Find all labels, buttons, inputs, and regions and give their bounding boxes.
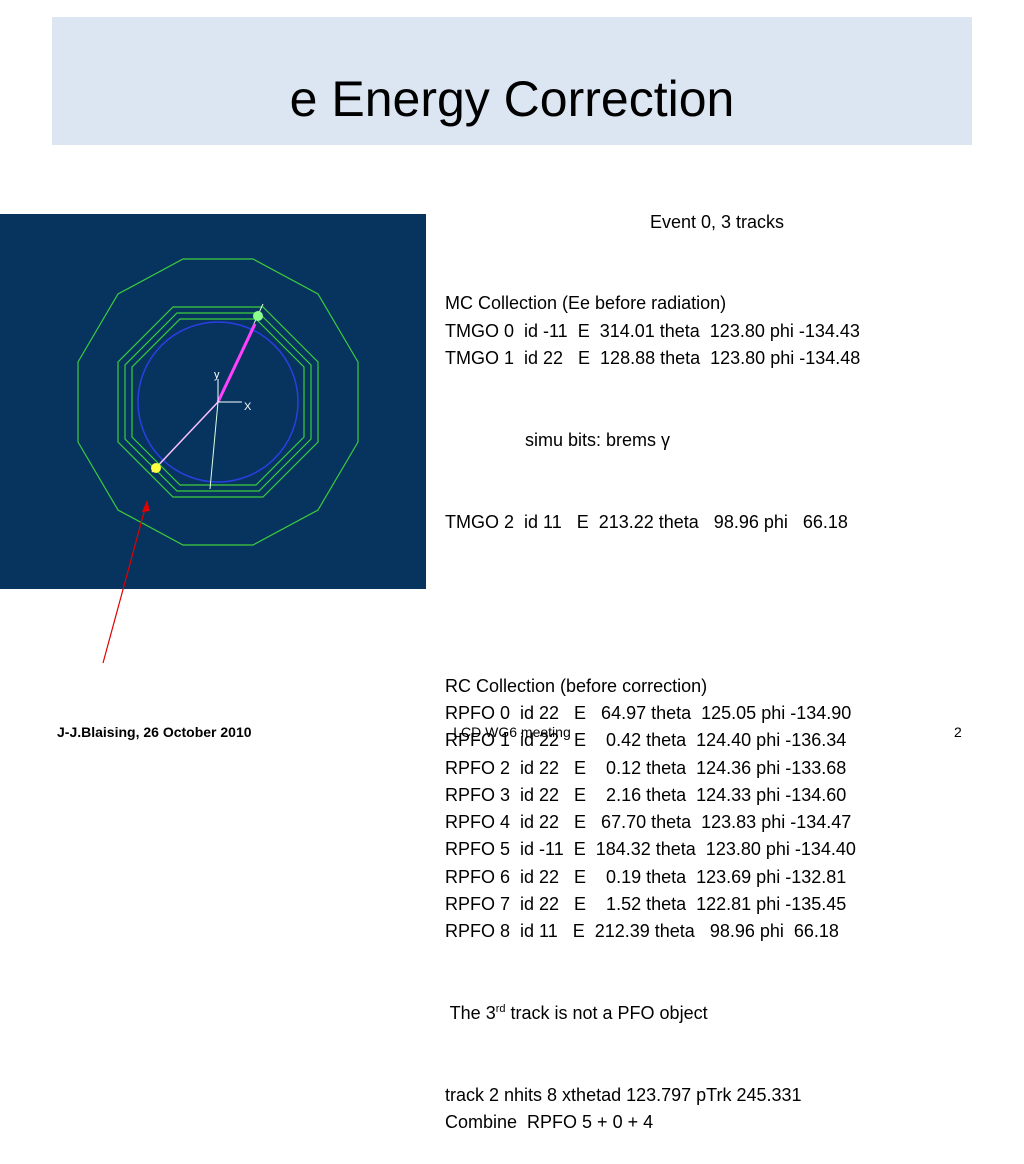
line: RPFO 8 id 11 E 212.39 theta 98.96 phi 66… [445,921,839,942]
superscript: rd [495,1003,506,1016]
title-box: e Energy Correction [52,17,972,145]
footer-meeting: LCD WG6 meeting [453,724,571,740]
line: RC Collection (before correction) [445,675,708,696]
line: RPFO 7 id 22 E 1.52 theta 122.81 phi -13… [445,894,847,915]
remark: The 3rd track is not a PFO object [445,1000,860,1027]
line: Event 0, 3 tracks [650,211,785,232]
line: RPFO 0 id 22 E 64.97 theta 125.05 phi -1… [445,702,852,723]
text: The 3 [445,1003,496,1024]
line: RPFO 6 id 22 E 0.19 theta 123.69 phi -13… [445,866,847,887]
text: track is not a PFO object [505,1003,708,1024]
line: TMGO 1 id 22 E 128.88 theta 123.80 phi -… [445,348,861,369]
line: RPFO 1 id 22 E 0.42 theta 124.40 phi -13… [445,730,847,751]
rc-block: RC Collection (before correction) RPFO 0 … [445,673,860,946]
line: RPFO 4 id 22 E 67.70 theta 123.83 phi -1… [445,812,852,833]
axis-label: X [244,401,252,413]
line: TMGO 2 id 11 E 213.22 theta 98.96 phi 66… [445,511,848,532]
gap [445,591,860,618]
axis-label: y [214,369,220,381]
line: simu bits: brems γ [525,429,671,450]
event-display: y X [0,214,426,589]
text-body: Event 0, 3 tracks MC Collection (Ee befo… [445,154,860,1164]
line: RPFO 2 id 22 E 0.12 theta 124.36 phi -13… [445,757,847,778]
line: RPFO 5 id -11 E 184.32 theta 123.80 phi … [445,839,856,860]
slide: e Energy Correction y X Event 0, 3 track… [0,17,972,1133]
line: track 2 nhits 8 xthetad 123.797 pTrk 245… [445,1085,802,1106]
title: e Energy Correction [289,71,735,127]
line: MC Collection (Ee before radiation) [445,293,727,314]
mc-block: MC Collection (Ee before radiation) TMGO … [445,290,860,372]
line: TMGO 0 id -11 E 314.01 theta 123.80 phi … [445,320,860,341]
footer-author: J-J.Blaising, 26 October 2010 [57,724,252,740]
page-number: 2 [954,724,962,740]
tail-block: track 2 nhits 8 xthetad 123.797 pTrk 245… [445,1082,860,1137]
line: Combine RPFO 5 + 0 + 4 [445,1112,654,1133]
line: RPFO 3 id 22 E 2.16 theta 124.33 phi -13… [445,784,847,805]
